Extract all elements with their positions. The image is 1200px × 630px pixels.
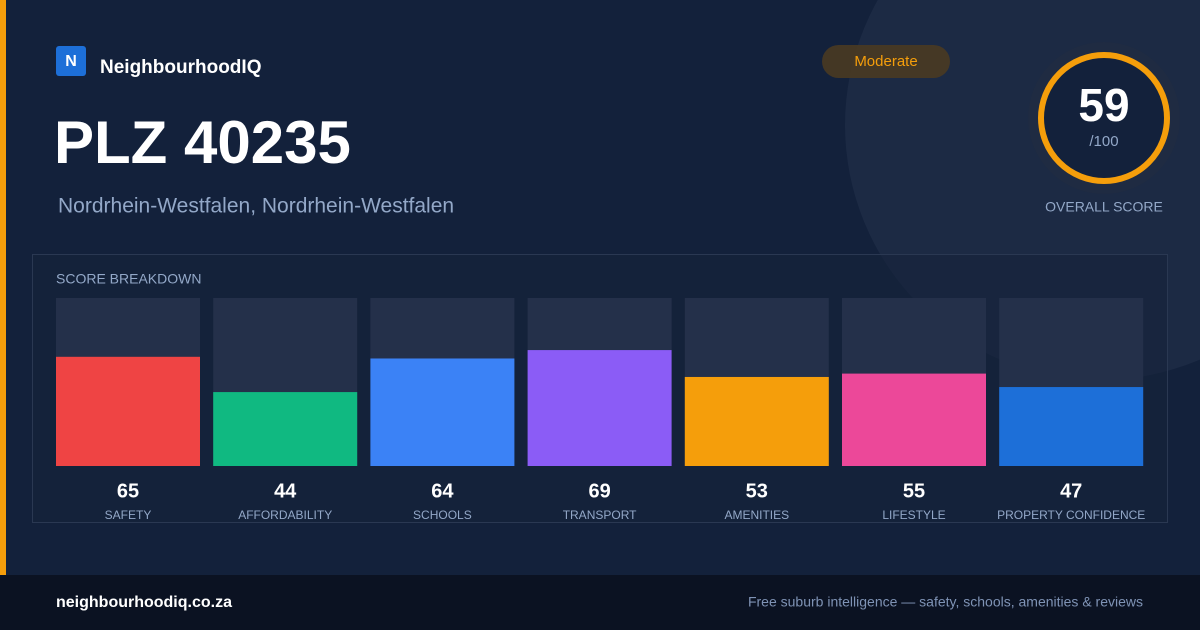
bar-group: 65 SAFETY 44 AFFORDABILITY 64 SCHOOLS 69 TRANSP… <box>56 298 1145 522</box>
category-label: LIFESTYLE <box>882 508 945 522</box>
footer-tagline: Free suburb intelligence — safety, schoo… <box>748 594 1143 610</box>
value-label: 65 <box>117 480 139 502</box>
chart-title: SCORE BREAKDOWN <box>56 271 201 287</box>
category-label: PROPERTY CONFIDENCE <box>997 508 1145 522</box>
value-label: 64 <box>431 480 454 502</box>
bar <box>684 376 829 466</box>
brand-name: NeighbourhoodIQ <box>100 57 261 78</box>
bar <box>370 358 515 466</box>
title: PLZ 40235 <box>54 109 351 176</box>
value-label: 53 <box>746 480 768 502</box>
footer <box>0 575 1200 630</box>
badge <box>822 45 950 78</box>
bar <box>999 387 1144 466</box>
bar <box>213 392 358 466</box>
bar <box>842 373 986 466</box>
bar <box>527 350 672 466</box>
category-label: TRANSPORT <box>563 508 637 522</box>
score-out-of: /100 <box>1089 133 1118 150</box>
badge-text: Moderate <box>854 53 917 70</box>
logo-letter: N <box>65 53 77 70</box>
accent-strip <box>0 0 6 575</box>
logo-box <box>56 46 86 76</box>
value-label: 55 <box>903 480 925 502</box>
value-label: 47 <box>1060 480 1082 502</box>
category-label: SCHOOLS <box>413 508 472 522</box>
score-value: 59 <box>1078 79 1129 131</box>
footer-site: neighbourhoodiq.co.za <box>56 594 232 611</box>
category-label: SAFETY <box>105 508 152 522</box>
subtitle: Nordrhein-Westfalen, Nordrhein-Westfalen <box>58 195 454 218</box>
category-label: AFFORDABILITY <box>238 508 332 522</box>
category-label: AMENITIES <box>724 508 789 522</box>
value-label: 44 <box>274 480 297 502</box>
score-label: OVERALL SCORE <box>1045 199 1163 215</box>
value-label: 69 <box>588 480 610 502</box>
bar <box>56 356 200 466</box>
gauge-ring <box>1038 52 1170 184</box>
